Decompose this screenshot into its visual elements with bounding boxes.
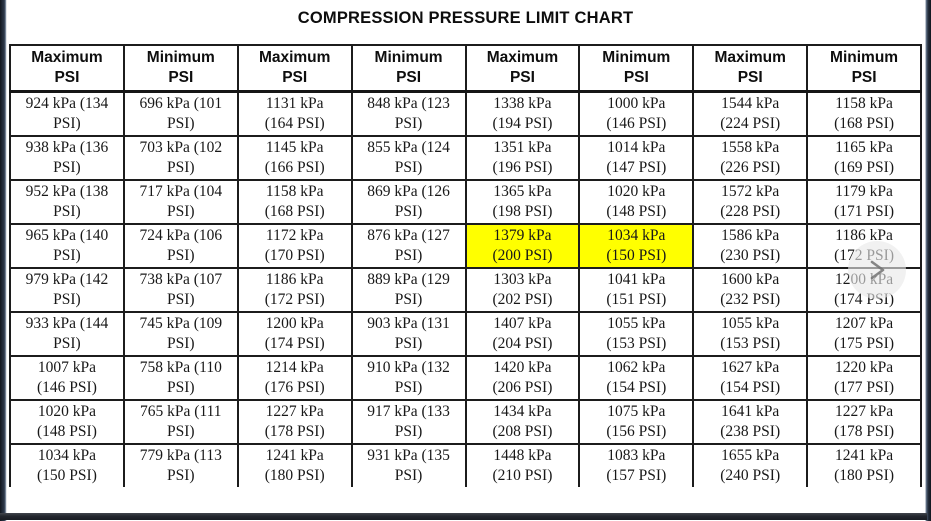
table-cell: 1165 kPa (169 PSI) (806, 135, 922, 181)
table-cell: 1227 kPa (178 PSI) (236, 399, 353, 445)
table-cell: 724 kPa (106 PSI) (122, 223, 239, 269)
table-cell: 1158 kPa (168 PSI) (236, 179, 353, 225)
table-cell: 965 kPa (140 PSI) (9, 223, 125, 269)
page-edge-right (925, 0, 931, 521)
table-cell: 1200 kPa (174 PSI) (236, 311, 353, 357)
table-header-row: Maximum PSI Minimum PSI Maximum PSI Minimum… (9, 44, 922, 93)
table-cell: 1655 kPa (240 PSI) (692, 443, 809, 487)
table-cell: 876 kPa (127 PSI) (350, 223, 467, 269)
table-cell: 758 kPa (110 PSI) (122, 355, 239, 401)
table-cell: 1241 kPa (180 PSI) (236, 443, 353, 487)
table-cell: 1207 kPa (175 PSI) (806, 311, 922, 357)
table-row: 933 kPa (144 PSI) 745 kPa (109 PSI) 1200 k… (9, 311, 922, 357)
page-edge-left (0, 0, 7, 521)
table-cell: 848 kPa (123 PSI) (350, 90, 467, 137)
column-header: Maximum PSI (9, 44, 125, 93)
table-cell: 1083 kPa (157 PSI) (578, 443, 695, 487)
table-cell: 1075 kPa (156 PSI) (578, 399, 695, 445)
table-cell: 903 kPa (131 PSI) (350, 311, 467, 357)
table-cell: 1448 kPa (210 PSI) (464, 443, 581, 487)
table-cell: 1600 kPa (232 PSI) (692, 267, 809, 313)
table-cell: 1227 kPa (178 PSI) (806, 399, 922, 445)
table-cell: 1544 kPa (224 PSI) (692, 90, 809, 137)
table-cell: 703 kPa (102 PSI) (122, 135, 239, 181)
table-cell: 933 kPa (144 PSI) (9, 311, 125, 357)
table-cell: 1020 kPa (148 PSI) (578, 179, 695, 225)
table-row: 979 kPa (142 PSI) 738 kPa (107 PSI) 1186 k… (9, 267, 922, 313)
table-cell: 1007 kPa (146 PSI) (9, 355, 125, 401)
table-cell: 1186 kPa (172 PSI) (236, 267, 353, 313)
table-cell: 1179 kPa (171 PSI) (806, 179, 922, 225)
column-header: Maximum PSI (464, 44, 581, 93)
table-cell: 1351 kPa (196 PSI) (464, 135, 581, 181)
table-cell: 855 kPa (124 PSI) (350, 135, 467, 181)
table-cell: 1014 kPa (147 PSI) (578, 135, 695, 181)
table-cell: 1034 kPa (150 PSI) (9, 443, 125, 487)
table-cell: 1062 kPa (154 PSI) (578, 355, 695, 401)
table-row: 1020 kPa (148 PSI) 765 kPa (111 PSI) 1227 … (9, 399, 922, 445)
table-row: 1007 kPa (146 PSI) 758 kPa (110 PSI) 1214 … (9, 355, 922, 401)
chevron-right-icon (870, 260, 885, 280)
table-cell: 1627 kPa (154 PSI) (692, 355, 809, 401)
table-cell: 1586 kPa (230 PSI) (692, 223, 809, 269)
table-cell: 1131 kPa (164 PSI) (236, 90, 353, 137)
table-cell: 1241 kPa (180 PSI) (806, 443, 922, 487)
table-cell: 1572 kPa (228 PSI) (692, 179, 809, 225)
page-edge-bottom (0, 513, 927, 520)
table-cell: 1641 kPa (238 PSI) (692, 399, 809, 445)
table-cell: 1434 kPa (208 PSI) (464, 399, 581, 445)
table-cell: 1338 kPa (194 PSI) (464, 90, 581, 137)
table-cell: 1220 kPa (177 PSI) (806, 355, 922, 401)
table-cell: 924 kPa (134 PSI) (9, 90, 125, 137)
table-row: 938 kPa (136 PSI) 703 kPa (102 PSI) 1145 k… (9, 135, 922, 181)
compression-pressure-table: Maximum PSI Minimum PSI Maximum PSI Minimum… (9, 44, 922, 487)
column-header: Minimum PSI (806, 44, 922, 93)
table-cell: 1055 kPa (153 PSI) (692, 311, 809, 357)
table-cell: 1055 kPa (153 PSI) (578, 311, 695, 357)
table-cell: 952 kPa (138 PSI) (9, 179, 125, 225)
table-cell: 1020 kPa (148 PSI) (9, 399, 125, 445)
table-cell: 917 kPa (133 PSI) (350, 399, 467, 445)
table-cell: 1407 kPa (204 PSI) (464, 311, 581, 357)
table-cell: 717 kPa (104 PSI) (122, 179, 239, 225)
table-cell: 779 kPa (113 PSI) (122, 443, 239, 487)
table-cell: 745 kPa (109 PSI) (122, 311, 239, 357)
highlighted-table-cell: 1034 kPa (150 PSI) (578, 223, 695, 269)
column-header: Minimum PSI (122, 44, 239, 93)
column-header: Maximum PSI (236, 44, 353, 93)
table-cell: 1365 kPa (198 PSI) (464, 179, 581, 225)
table-cell: 738 kPa (107 PSI) (122, 267, 239, 313)
table-row: 965 kPa (140 PSI) 724 kPa (106 PSI) 1172 k… (9, 223, 922, 269)
next-page-overlay[interactable] (848, 241, 906, 299)
table-cell: 869 kPa (126 PSI) (350, 179, 467, 225)
table-cell: 1158 kPa (168 PSI) (806, 90, 922, 137)
table-cell: 1303 kPa (202 PSI) (464, 267, 581, 313)
table-cell: 1420 kPa (206 PSI) (464, 355, 581, 401)
table-cell: 1000 kPa (146 PSI) (578, 90, 695, 137)
column-header: Maximum PSI (692, 44, 809, 93)
table-cell: 765 kPa (111 PSI) (122, 399, 239, 445)
table-cell: 931 kPa (135 PSI) (350, 443, 467, 487)
table-cell: 1041 kPa (151 PSI) (578, 267, 695, 313)
table-cell: 696 kPa (101 PSI) (122, 90, 239, 137)
table-cell: 1214 kPa (176 PSI) (236, 355, 353, 401)
table-cell: 910 kPa (132 PSI) (350, 355, 467, 401)
table-row: 924 kPa (134 PSI) 696 kPa (101 PSI) 1131 k… (9, 90, 922, 137)
table-cell: 1558 kPa (226 PSI) (692, 135, 809, 181)
table-row: 952 kPa (138 PSI) 717 kPa (104 PSI) 1158 k… (9, 179, 922, 225)
page-title: COMPRESSION PRESSURE LIMIT CHART (297, 9, 634, 27)
table-cell: 1172 kPa (170 PSI) (236, 223, 353, 269)
highlighted-table-cell: 1379 kPa (200 PSI) (464, 223, 581, 269)
table-cell: 889 kPa (129 PSI) (350, 267, 467, 313)
column-header: Minimum PSI (578, 44, 695, 93)
table-row: 1034 kPa (150 PSI) 779 kPa (113 PSI) 1241 … (9, 443, 922, 487)
column-header: Minimum PSI (350, 44, 467, 93)
table-cell: 938 kPa (136 PSI) (9, 135, 125, 181)
table-cell: 1145 kPa (166 PSI) (236, 135, 353, 181)
table-cell: 979 kPa (142 PSI) (9, 267, 125, 313)
